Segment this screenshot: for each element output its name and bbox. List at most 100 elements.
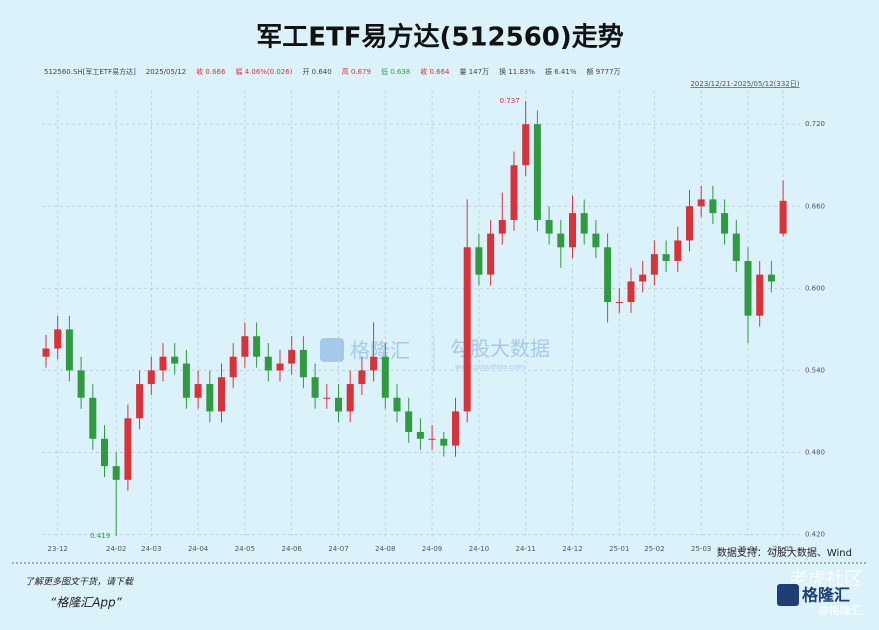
candle-body bbox=[592, 233, 600, 248]
candle-body bbox=[112, 466, 120, 480]
x-tick-label: 24-09 bbox=[422, 545, 442, 553]
candle-body bbox=[276, 363, 284, 371]
watermark-text: 格隆汇 bbox=[350, 339, 410, 363]
chart-title: 军工ETF易方达(512560)走势 bbox=[256, 22, 624, 53]
candle-body bbox=[206, 384, 214, 412]
candle-body bbox=[171, 356, 179, 364]
candle-body bbox=[627, 281, 635, 303]
candle-body bbox=[101, 438, 108, 467]
candle-body bbox=[405, 411, 413, 432]
candle-body bbox=[686, 206, 693, 241]
candle-body bbox=[674, 240, 682, 261]
info-item: 收 0.664 bbox=[420, 67, 450, 76]
candle-body bbox=[615, 302, 623, 304]
footer-corner: 老虎社区 bbox=[790, 569, 862, 590]
candle-body bbox=[721, 213, 729, 234]
candle-body bbox=[639, 274, 647, 282]
info-item: 幅 4.06%(0.026) bbox=[235, 67, 292, 76]
candle-body bbox=[335, 397, 342, 412]
x-tick-label: 24-07 bbox=[328, 545, 348, 553]
info-item: 2025/05/12 bbox=[146, 68, 186, 76]
candle-body bbox=[65, 329, 73, 371]
candle-body bbox=[136, 384, 144, 419]
candle-body bbox=[767, 274, 775, 282]
x-tick-label: 24-08 bbox=[375, 545, 395, 553]
annotation: 0.737 bbox=[500, 97, 520, 105]
candle-body bbox=[299, 349, 307, 378]
candle-body bbox=[545, 219, 553, 234]
candle-body bbox=[732, 233, 740, 261]
info-item: 512560.SH[军工ETF易方达] bbox=[44, 67, 136, 76]
candle-body bbox=[569, 213, 576, 248]
candle-body bbox=[241, 336, 249, 357]
source: 数据支持：勾股大数据、Wind bbox=[717, 546, 852, 559]
candle-body bbox=[487, 233, 495, 275]
candle-body bbox=[440, 438, 448, 446]
info-item: 低 0.638 bbox=[381, 67, 410, 76]
candle-body bbox=[697, 199, 705, 207]
info-item: 高 0.679 bbox=[342, 67, 371, 76]
candle-body bbox=[522, 124, 530, 166]
y-tick-label: 0.480 bbox=[805, 448, 825, 456]
x-tick-label: 25-02 bbox=[644, 545, 664, 553]
candle-body bbox=[42, 348, 50, 357]
candle-body bbox=[463, 247, 471, 412]
watermark-logo bbox=[320, 338, 344, 362]
watermark: 格隆汇 勾股大数据 www.gogudata.com bbox=[320, 335, 550, 372]
candle-body bbox=[77, 370, 85, 398]
candle-body bbox=[323, 397, 331, 399]
x-tick-label: 24-05 bbox=[235, 545, 255, 553]
candle-body bbox=[124, 418, 132, 480]
x-tick-label: 24-11 bbox=[516, 545, 536, 553]
candle-body bbox=[428, 438, 436, 440]
candle-body bbox=[358, 370, 366, 385]
candle-body bbox=[557, 233, 565, 248]
info-item: 开 0.640 bbox=[302, 68, 331, 76]
x-tick-label: 25-03 bbox=[691, 545, 711, 553]
x-tick-label: 24-04 bbox=[188, 545, 209, 553]
y-tick-label: 0.420 bbox=[805, 531, 825, 539]
candle-body bbox=[147, 370, 155, 385]
y-tick-label: 0.720 bbox=[805, 120, 825, 128]
candle-body bbox=[604, 247, 612, 303]
candle-body bbox=[510, 165, 518, 220]
candle-body bbox=[381, 356, 389, 398]
annotation: 0.419 bbox=[90, 532, 110, 540]
candle-body bbox=[662, 254, 670, 261]
candle-body bbox=[498, 219, 506, 234]
footer-text: 了解更多图文干货，请下载 bbox=[25, 577, 134, 588]
candle-body bbox=[393, 397, 401, 412]
x-tick-label: 25-04 bbox=[738, 545, 759, 553]
info-item: 量 147万 bbox=[460, 68, 490, 76]
candle-body bbox=[159, 356, 167, 371]
candle-body bbox=[54, 329, 62, 349]
candle-body bbox=[533, 124, 541, 220]
info-item: 换 11.83% bbox=[499, 67, 535, 76]
candle-body bbox=[744, 260, 752, 316]
candle-body bbox=[346, 384, 354, 412]
candle-body bbox=[311, 377, 319, 398]
candle-body bbox=[580, 213, 588, 234]
y-tick-label: 0.540 bbox=[805, 366, 825, 374]
x-tick-label: 24-02 bbox=[106, 545, 126, 553]
x-tick-label: 24-06 bbox=[282, 545, 303, 553]
candle-body bbox=[416, 431, 424, 439]
range-label: 2023/12/21-2025/05/12(332日) bbox=[690, 80, 799, 88]
x-tick-label: 24-03 bbox=[141, 545, 161, 553]
y-tick-label: 0.600 bbox=[805, 284, 825, 292]
candle-body bbox=[475, 247, 483, 275]
candle-body bbox=[229, 356, 237, 378]
watermark-url: www.gogudata.com bbox=[455, 363, 524, 371]
x-tick-label: 25-05 bbox=[773, 545, 793, 553]
candle-body bbox=[288, 349, 296, 364]
brand-logo bbox=[777, 584, 799, 606]
y-tick-label: 0.660 bbox=[805, 202, 825, 210]
footer-brand: 格隆汇 bbox=[802, 586, 850, 605]
candle-body bbox=[650, 254, 658, 275]
candle-body bbox=[218, 377, 225, 412]
x-tick-label: 25-01 bbox=[609, 545, 629, 553]
candle-body bbox=[194, 384, 202, 398]
candle-body bbox=[264, 356, 272, 371]
